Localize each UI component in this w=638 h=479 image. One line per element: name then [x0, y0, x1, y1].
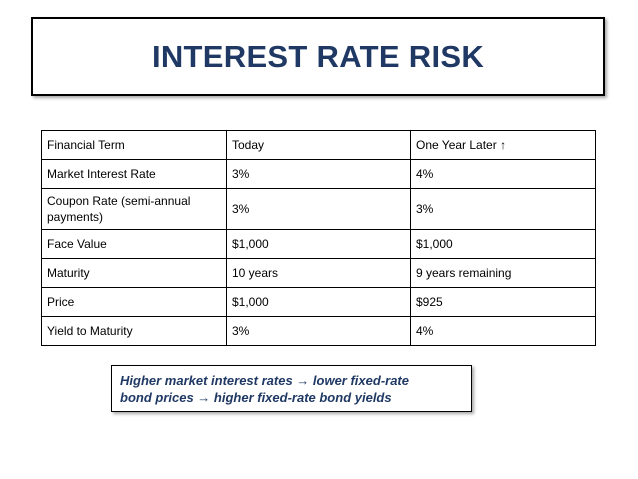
title-box: INTEREST RATE RISK	[31, 17, 605, 96]
table-cell: 3%	[410, 188, 596, 230]
table-cell: Yield to Maturity	[41, 316, 227, 346]
summary-note-line-1: Higher market interest rates → lower fix…	[120, 373, 409, 388]
arrow-up-icon: ↑	[500, 138, 507, 152]
table-cell: Market Interest Rate	[41, 159, 227, 189]
table-cell: Price	[41, 287, 227, 317]
table-cell: 10 years	[226, 258, 411, 288]
table-cell: $1,000	[226, 229, 411, 259]
table-cell: 3%	[226, 316, 411, 346]
summary-note-box: Higher market interest rates → lower fix…	[111, 365, 472, 412]
table-cell: Coupon Rate (semi-annual payments)	[41, 188, 227, 230]
header-today: Today	[226, 130, 411, 160]
table-row: Price $1,000 $925	[41, 287, 596, 317]
header-one-year-later-label: One Year Later	[416, 138, 497, 152]
table-row: Maturity 10 years 9 years remaining	[41, 258, 596, 288]
table-cell: 4%	[410, 316, 596, 346]
table-row: Market Interest Rate 3% 4%	[41, 159, 596, 189]
interest-rate-table: Financial Term Today One Year Later ↑ Ma…	[41, 130, 596, 346]
page-title: INTEREST RATE RISK	[151, 38, 485, 74]
table-cell: $1,000	[410, 229, 596, 259]
table-cell: $1,000	[226, 287, 411, 317]
table-cell: 3%	[226, 188, 411, 230]
table-cell: $925	[410, 287, 596, 317]
table-cell: Face Value	[41, 229, 227, 259]
header-one-year-later: One Year Later ↑	[410, 130, 596, 160]
header-financial-term: Financial Term	[41, 130, 227, 160]
table-header-row: Financial Term Today One Year Later ↑	[41, 130, 596, 160]
summary-note-line-2: bond prices → higher fixed-rate bond yie…	[120, 390, 392, 405]
table-cell: 9 years remaining	[410, 258, 596, 288]
table-row: Yield to Maturity 3% 4%	[41, 316, 596, 346]
table-cell: 4%	[410, 159, 596, 189]
table-row: Coupon Rate (semi-annual payments) 3% 3%	[41, 188, 596, 230]
table-row: Face Value $1,000 $1,000	[41, 229, 596, 259]
table-cell: 3%	[226, 159, 411, 189]
table-cell: Maturity	[41, 258, 227, 288]
